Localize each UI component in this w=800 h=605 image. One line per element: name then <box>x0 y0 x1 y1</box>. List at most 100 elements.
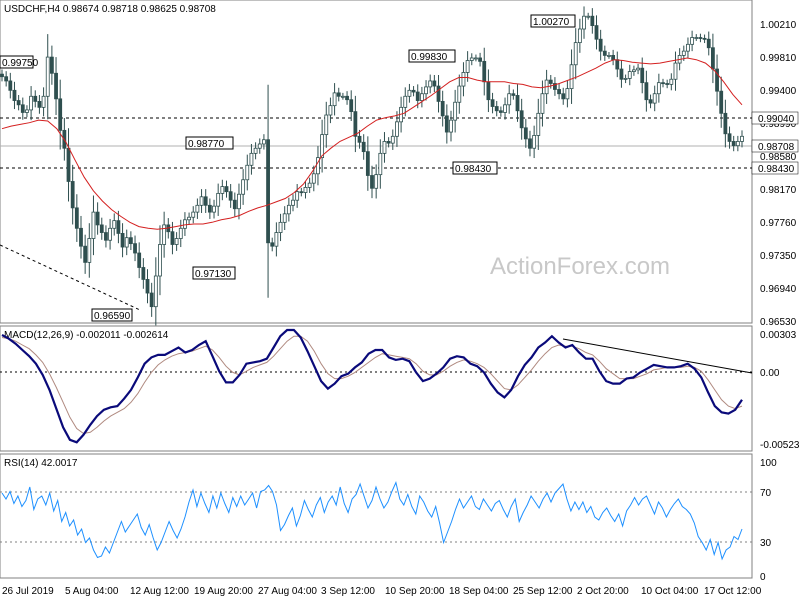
candle-body <box>203 196 208 206</box>
candle-body <box>735 141 740 147</box>
candle-body <box>478 57 482 62</box>
candle <box>282 206 287 231</box>
macd-panel-frame <box>0 325 753 452</box>
candle-body <box>232 199 237 210</box>
rsi-panel-frame <box>0 453 753 579</box>
candle-body <box>498 110 503 113</box>
time-tick-1: 5 Aug 04:00 <box>65 586 119 597</box>
candle-body <box>45 56 50 97</box>
rsi-tick-100: 100 <box>760 458 777 469</box>
candle-body <box>490 99 495 107</box>
candle <box>652 85 657 112</box>
candle-body <box>295 191 300 201</box>
candle-body <box>474 57 478 60</box>
candle <box>49 45 54 85</box>
candlesticks <box>0 6 744 326</box>
candle-body <box>449 119 453 133</box>
candle-body <box>241 179 246 195</box>
candle <box>41 87 46 117</box>
candle-body <box>145 279 150 294</box>
candle-body <box>586 15 591 18</box>
candle <box>332 83 337 116</box>
candle <box>257 138 262 154</box>
macd-tick-top: 0.00303 <box>760 330 797 341</box>
candle-body <box>465 60 470 73</box>
candle-body <box>686 43 690 52</box>
candle-body <box>740 135 744 142</box>
candle <box>607 51 611 59</box>
candle <box>532 125 537 159</box>
candle <box>623 74 628 84</box>
candle-body <box>727 133 732 142</box>
candle <box>619 60 624 88</box>
candle-body <box>519 110 524 129</box>
candle <box>262 134 266 150</box>
candle-body <box>370 175 374 189</box>
candle <box>191 206 196 224</box>
time-tick-4: 27 Aug 04:00 <box>258 586 317 597</box>
candle <box>602 45 607 61</box>
candle <box>37 95 42 114</box>
annotation-100270-text: 1.00270 <box>533 17 570 28</box>
candle <box>444 104 449 144</box>
candle-body <box>41 95 46 108</box>
candle-body <box>187 216 191 221</box>
candle-body <box>607 55 611 57</box>
candle-body <box>669 78 674 85</box>
candle <box>503 97 507 120</box>
level-label-098430: 0.98430 <box>758 164 795 175</box>
watermark: ActionForex.com <box>490 253 670 280</box>
candle <box>565 80 570 108</box>
candle-body <box>444 115 449 133</box>
candle-body <box>237 193 241 210</box>
candle <box>104 225 108 248</box>
candle <box>515 84 520 122</box>
candle <box>411 86 416 97</box>
candle <box>627 64 632 86</box>
candle <box>195 198 200 219</box>
candle <box>656 73 661 103</box>
candle <box>715 54 719 106</box>
candle <box>137 242 142 279</box>
candle-body <box>602 50 607 56</box>
candle <box>386 137 391 148</box>
annotation-099750-text: 0.99750 <box>2 58 39 69</box>
candle <box>266 84 270 298</box>
candle <box>453 89 458 133</box>
candle-body <box>424 86 428 95</box>
candle-body <box>178 227 183 239</box>
annotation-098770: 0.98770 <box>185 136 234 150</box>
candle <box>523 118 528 148</box>
candle-body <box>0 73 4 78</box>
candle-body <box>183 219 187 229</box>
candle-body <box>378 152 383 176</box>
price-tick-5: 0.98170 <box>760 185 797 196</box>
macd-label: MACD(12,26,9) -0.002011 -0.002614 <box>4 330 169 341</box>
candle-body <box>124 237 129 248</box>
level-label-box-099040 <box>751 111 799 125</box>
candle <box>577 18 582 53</box>
candle-body <box>694 37 699 39</box>
macd-tick-bottom: -0.005236 <box>760 440 800 451</box>
candle-body <box>673 62 678 80</box>
candle-body <box>382 141 387 154</box>
candle <box>694 34 699 41</box>
candle <box>12 81 17 110</box>
candle <box>216 183 221 216</box>
candle <box>632 65 636 76</box>
candle <box>465 51 470 82</box>
candle-body <box>698 37 703 39</box>
candle <box>278 213 283 242</box>
candle <box>390 129 395 150</box>
candle-body <box>573 42 578 66</box>
candle <box>432 74 437 93</box>
candle <box>74 194 79 242</box>
candle-body <box>577 28 582 44</box>
time-tick-9: 2 Oct 20:00 <box>577 586 629 597</box>
candle <box>735 135 740 152</box>
candle <box>187 212 191 225</box>
symbol-header: USDCHF,H4 0.98674 0.98718 0.98625 0.9870… <box>4 4 216 15</box>
candle <box>478 52 482 67</box>
price-tick-8: 0.96940 <box>760 284 797 295</box>
candle <box>199 189 204 213</box>
